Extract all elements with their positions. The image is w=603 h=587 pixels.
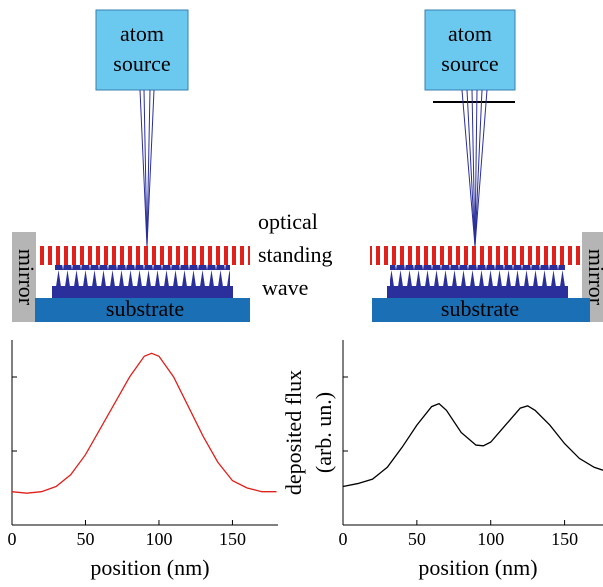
mirror-label: mirror bbox=[14, 249, 39, 306]
mirror bbox=[12, 232, 36, 322]
source-label: source bbox=[441, 51, 498, 76]
x-axis-label: position (nm) bbox=[90, 555, 209, 580]
x-tick-label: 0 bbox=[8, 529, 17, 549]
atom-beam bbox=[461, 89, 488, 247]
standing-wave bbox=[370, 246, 582, 265]
x-tick-label: 150 bbox=[551, 529, 578, 549]
source-label: atom bbox=[448, 21, 492, 46]
wave-label: optical standing wave bbox=[258, 209, 333, 300]
standing-wave bbox=[38, 246, 250, 265]
y-axis-label: deposited flux bbox=[281, 370, 306, 495]
wave-label-line: optical bbox=[258, 209, 318, 234]
substrate bbox=[372, 298, 590, 322]
x-axis-label: position (nm) bbox=[418, 555, 537, 580]
x-tick-label: 150 bbox=[219, 529, 246, 549]
source-box bbox=[95, 9, 189, 91]
source-box bbox=[424, 9, 516, 91]
wave-label-line: standing bbox=[258, 242, 333, 267]
data-line bbox=[342, 402, 603, 488]
wave-label-line: wave bbox=[262, 275, 308, 300]
left-apparatus: atom source mirror substrate bbox=[12, 9, 250, 322]
right-apparatus: atom source mirror substrate bbox=[370, 9, 603, 322]
x-tick-label: 50 bbox=[408, 529, 426, 549]
data-line bbox=[11, 352, 277, 494]
deposit-base bbox=[52, 286, 233, 298]
substrate bbox=[35, 298, 250, 322]
source-label: source bbox=[113, 51, 170, 76]
x-tick-label: 0 bbox=[339, 529, 348, 549]
y-axis-label: (arb. un.) bbox=[311, 392, 336, 473]
atom-beam bbox=[139, 89, 155, 247]
charts: 0 50 100 150 position (nm) 0 50 100 150 position … bbox=[8, 340, 603, 580]
x-tick-label: 100 bbox=[145, 529, 172, 549]
substrate-label: substrate bbox=[106, 296, 184, 321]
x-tick-label: 50 bbox=[76, 529, 94, 549]
source-label: atom bbox=[120, 21, 164, 46]
mirror-label: mirror bbox=[584, 249, 603, 306]
deposit-base bbox=[387, 286, 568, 298]
substrate-label: substrate bbox=[441, 296, 519, 321]
x-tick-label: 100 bbox=[477, 529, 504, 549]
